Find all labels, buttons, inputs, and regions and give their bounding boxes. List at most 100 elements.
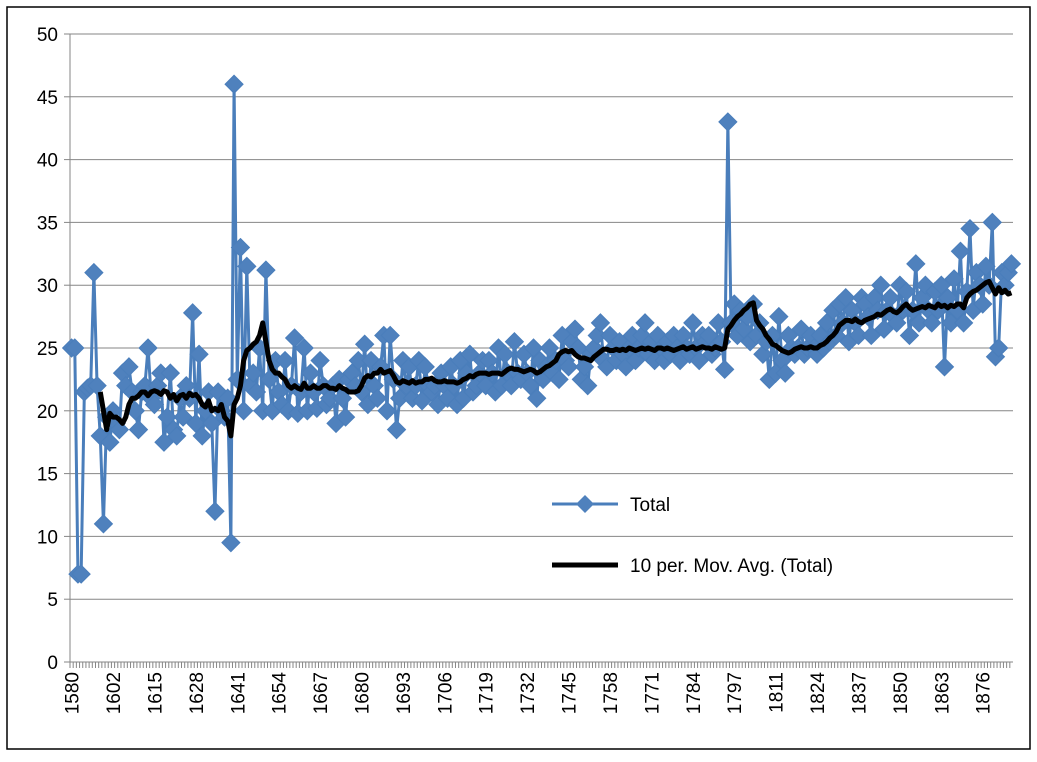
marker — [931, 275, 952, 295]
marker — [944, 269, 964, 289]
y-tick-label: 40 — [37, 151, 58, 172]
y-tick-label: 15 — [37, 465, 58, 486]
marker — [973, 294, 993, 314]
x-tick-label: 1771 — [642, 672, 663, 714]
marker — [87, 375, 107, 396]
marker — [351, 382, 372, 402]
marker — [460, 344, 480, 364]
marker — [128, 419, 149, 440]
marker — [848, 325, 869, 346]
marker — [256, 260, 276, 280]
y-tick-label: 45 — [37, 88, 58, 109]
x-tick-label: 1602 — [104, 672, 125, 714]
x-tick-label: 1732 — [518, 672, 539, 714]
marker — [377, 401, 397, 421]
marker — [504, 332, 525, 352]
marker — [367, 388, 388, 408]
x-tick-label: 1758 — [601, 672, 622, 714]
marker — [144, 394, 165, 415]
marker — [523, 338, 544, 358]
marker — [202, 413, 222, 434]
marker — [205, 501, 225, 521]
x-tick-label: 1628 — [187, 672, 208, 714]
legend-label: Total — [630, 495, 670, 516]
y-tick-label: 20 — [37, 402, 58, 423]
marker — [960, 218, 980, 239]
marker — [527, 388, 547, 408]
x-tick-label: 1811 — [767, 672, 788, 713]
marker — [167, 426, 187, 446]
y-tick-label: 25 — [37, 339, 58, 360]
x-tick-label: 1641 — [228, 672, 249, 714]
series-line — [97, 278, 1013, 439]
marker — [157, 407, 177, 427]
marker — [93, 514, 114, 534]
x-tick-label: 1667 — [311, 672, 332, 714]
y-tick-label: 50 — [37, 25, 58, 46]
marker — [230, 237, 251, 258]
marker — [100, 432, 120, 452]
marker — [186, 413, 206, 434]
marker — [386, 419, 407, 440]
marker — [909, 313, 929, 333]
marker — [224, 74, 244, 94]
marker — [635, 313, 655, 333]
x-tick-label: 1615 — [145, 672, 166, 714]
marker — [415, 357, 435, 377]
x-tick-label: 1837 — [849, 672, 870, 714]
legend-label: 10 per. Mov. Avg. (Total) — [630, 556, 833, 577]
marker — [310, 350, 330, 371]
marker — [769, 306, 789, 327]
marker — [390, 388, 410, 408]
marker — [558, 357, 579, 377]
marker — [587, 325, 607, 346]
marker — [791, 319, 811, 339]
x-tick-label: 1719 — [477, 672, 498, 714]
marker — [982, 212, 1002, 233]
x-tick-label: 1863 — [932, 672, 953, 714]
y-tick-label: 10 — [37, 527, 58, 548]
marker — [154, 432, 174, 452]
marker — [683, 313, 703, 333]
marker — [836, 288, 856, 308]
marker — [237, 256, 257, 277]
marker — [192, 426, 212, 446]
marker — [953, 313, 974, 333]
marker — [275, 350, 295, 371]
marker — [934, 357, 955, 377]
marker — [899, 325, 920, 346]
marker — [539, 338, 560, 358]
marker — [332, 388, 353, 408]
marker — [549, 369, 569, 390]
marker — [887, 313, 907, 333]
marker — [874, 319, 894, 339]
marker — [590, 313, 611, 333]
marker — [577, 375, 598, 396]
x-tick-label: 1580 — [63, 672, 84, 714]
marker — [354, 334, 375, 354]
marker — [246, 382, 267, 402]
marker — [182, 303, 203, 323]
marker — [65, 338, 85, 358]
marker — [718, 112, 738, 132]
marker — [173, 407, 193, 427]
marker — [160, 363, 181, 383]
marker — [335, 407, 356, 427]
marker — [520, 375, 541, 396]
x-tick-label: 1797 — [725, 672, 746, 714]
marker — [233, 401, 254, 421]
x-tick-label: 1824 — [808, 672, 829, 715]
marker — [119, 357, 139, 377]
marker — [565, 319, 585, 339]
marker — [259, 369, 279, 390]
marker — [348, 350, 369, 371]
marker — [284, 328, 305, 348]
x-tick-label: 1850 — [891, 672, 912, 714]
x-tick-label: 1706 — [435, 672, 456, 714]
y-tick-label: 30 — [37, 276, 58, 297]
marker — [138, 338, 158, 358]
marker — [896, 281, 916, 302]
x-tick-label: 1693 — [394, 672, 415, 714]
marker — [753, 344, 773, 364]
